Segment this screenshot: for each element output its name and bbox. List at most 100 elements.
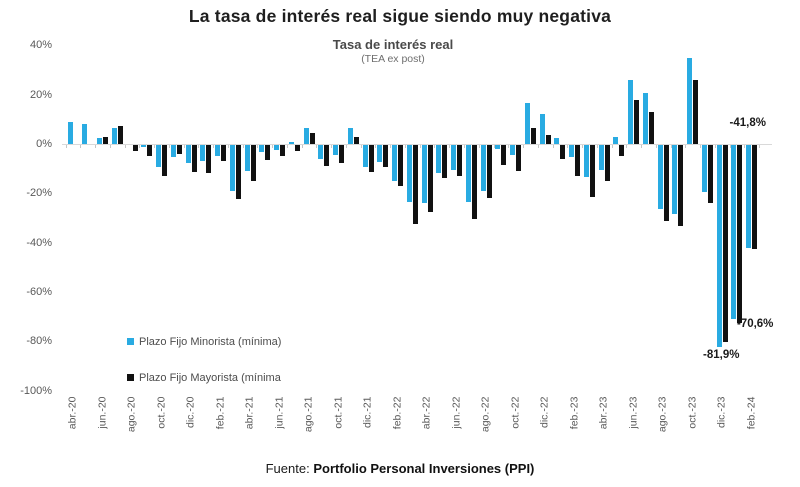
axis-tick (242, 145, 244, 148)
bar-minorista-ago.-22 (480, 145, 486, 191)
bar-mayorista-abr.-21 (250, 145, 256, 181)
x-axis-label: feb.-22 (391, 396, 404, 430)
bar-mayorista-jun.-23 (634, 99, 640, 144)
bar-mayorista-oct.-23 (693, 79, 699, 144)
bar-minorista-abr.-20 (67, 121, 73, 144)
x-axis-label: oct.-20 (155, 396, 168, 429)
bar-minorista-ene.-22 (377, 145, 383, 163)
x-axis-label: abr.-22 (420, 396, 433, 430)
y-axis-label: -80% (26, 335, 52, 348)
x-axis-label: ago.-22 (479, 396, 492, 433)
bar-minorista-sep.-22 (495, 145, 501, 149)
bar-minorista-jul.-20 (111, 127, 117, 144)
axis-tick (360, 145, 362, 148)
axis-tick (375, 145, 377, 148)
x-axis-label: oct.-23 (686, 396, 699, 429)
axis-tick (139, 145, 141, 148)
axis-tick (582, 145, 584, 148)
bar-mayorista-abr.-22 (427, 145, 433, 212)
legend-swatch-mayorista-icon (127, 374, 134, 381)
y-axis-label: 40% (29, 39, 52, 52)
axis-tick (685, 145, 687, 148)
bar-minorista-dic.-23 (716, 145, 722, 347)
bar-mayorista-jul.-21 (294, 145, 300, 152)
axis-tick (700, 145, 702, 148)
bar-minorista-mar.-22 (406, 145, 412, 202)
bar-mayorista-mar.-21 (235, 145, 241, 200)
source-text: Portfolio Personal Inversiones (PPI) (313, 461, 535, 476)
bar-minorista-jun.-21 (274, 145, 280, 150)
bar-mayorista-jun.-22 (457, 145, 463, 176)
chart-subtitle: Tasa de interés real (332, 37, 454, 52)
x-axis-label: abr.-21 (243, 396, 256, 430)
bar-mayorista-sep.-23 (678, 145, 684, 227)
axis-tick (183, 145, 185, 148)
bar-mayorista-ene.-21 (206, 145, 212, 174)
axis-tick (95, 145, 97, 148)
y-axis-label: -20% (26, 187, 52, 200)
bar-mayorista-ene.-24 (737, 145, 743, 323)
axis-tick (449, 145, 451, 148)
bar-mayorista-ago.-23 (663, 145, 669, 222)
axis-tick (567, 145, 569, 148)
x-axis-label: abr.-23 (597, 396, 610, 430)
bar-mayorista-ago.-20 (132, 145, 138, 152)
bar-mayorista-oct.-21 (339, 145, 345, 164)
bar-mayorista-nov.-23 (707, 145, 713, 203)
axis-tick (508, 145, 510, 148)
x-axis-label: feb.-24 (745, 396, 758, 430)
bar-minorista-oct.-20 (156, 145, 162, 168)
axis-tick (537, 145, 539, 148)
axis-tick (109, 145, 111, 148)
x-axis-label: ago.-21 (302, 396, 315, 433)
bar-minorista-jun.-22 (451, 145, 457, 170)
bar-minorista-oct.-21 (333, 145, 339, 155)
bar-minorista-feb.-24 (746, 145, 752, 249)
bar-minorista-nov.-23 (701, 145, 707, 192)
x-axis-label: oct.-22 (509, 396, 522, 429)
x-axis-label: dic.-21 (361, 396, 374, 429)
bar-mayorista-dic.-20 (191, 145, 197, 173)
bar-mayorista-nov.-20 (176, 145, 182, 154)
bar-mayorista-jul.-22 (471, 145, 477, 219)
axis-tick (257, 145, 259, 148)
bar-minorista-oct.-22 (510, 145, 516, 155)
bar-minorista-feb.-22 (392, 145, 398, 181)
bar-mayorista-sep.-20 (147, 145, 153, 157)
bar-minorista-oct.-23 (687, 57, 693, 144)
bar-minorista-dic.-21 (362, 145, 368, 168)
bar-minorista-sep.-23 (672, 145, 678, 215)
x-axis-label: feb.-21 (214, 396, 227, 430)
axis-tick (124, 145, 126, 148)
bar-minorista-nov.-21 (347, 128, 353, 144)
axis-tick (390, 145, 392, 148)
axis-tick (345, 145, 347, 148)
x-axis-label: ago.-20 (125, 396, 138, 433)
axis-tick (759, 145, 761, 148)
x-axis-label: jun.-23 (627, 396, 640, 429)
bar-minorista-ene.-24 (731, 145, 737, 320)
x-axis-label: oct.-21 (332, 396, 345, 429)
bar-minorista-feb.-21 (215, 145, 221, 157)
data-label: -41,8% (729, 117, 766, 129)
bar-minorista-abr.-23 (598, 145, 604, 170)
y-axis-label: -60% (26, 285, 52, 298)
bar-minorista-abr.-21 (244, 145, 250, 171)
x-axis-label: jun.-21 (273, 396, 286, 429)
bar-minorista-abr.-22 (421, 145, 427, 203)
bar-minorista-nov.-22 (524, 103, 530, 144)
bar-minorista-ago.-23 (657, 145, 663, 210)
axis-tick (213, 145, 215, 148)
axis-tick (331, 145, 333, 148)
bar-minorista-dic.-20 (185, 145, 191, 164)
axis-tick (655, 145, 657, 148)
axis-tick (670, 145, 672, 148)
bar-minorista-may.-23 (613, 137, 619, 144)
bar-mayorista-may.-22 (442, 145, 448, 179)
axis-tick (464, 145, 465, 148)
x-axis-label: jun.-22 (450, 396, 463, 429)
bar-minorista-feb.-23 (569, 145, 575, 158)
bar-mayorista-ene.-22 (383, 145, 389, 168)
x-axis-label: dic.-22 (538, 396, 551, 429)
